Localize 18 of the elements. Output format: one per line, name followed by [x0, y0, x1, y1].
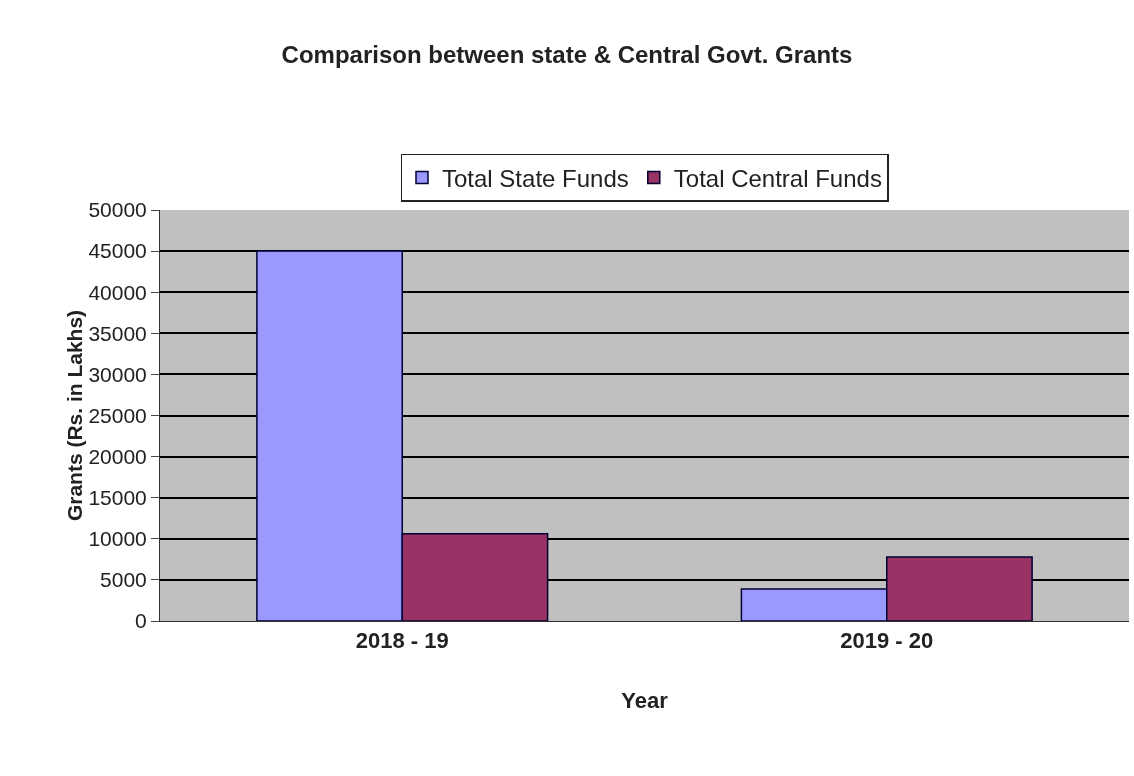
y-tick-label: 10000	[88, 527, 147, 551]
chart-title: Comparison between state & Central Govt. Grants	[281, 40, 853, 68]
y-tick-label: 45000	[88, 239, 147, 263]
y-tick-label: 35000	[88, 321, 147, 345]
y-tick-label: 20000	[88, 444, 147, 468]
y-tick-label: 0	[135, 609, 147, 633]
legend-label: Total Central Funds	[673, 164, 882, 192]
x-tick-label: 2018 - 19	[355, 628, 449, 654]
x-axis-title: Year	[621, 688, 669, 714]
y-tick-label: 50000	[88, 198, 147, 222]
y-tick-label: 30000	[88, 362, 147, 386]
y-tick-label: 15000	[88, 486, 147, 510]
y-axis-title: Grants (Rs. in Lakhs)	[63, 309, 87, 522]
y-tick-label: 40000	[88, 280, 147, 304]
y-tick-label: 5000	[100, 568, 147, 592]
y-tick-label: 25000	[88, 403, 147, 427]
legend-label: Total State Funds	[442, 164, 629, 192]
x-tick-label: 2019 - 20	[840, 628, 934, 654]
